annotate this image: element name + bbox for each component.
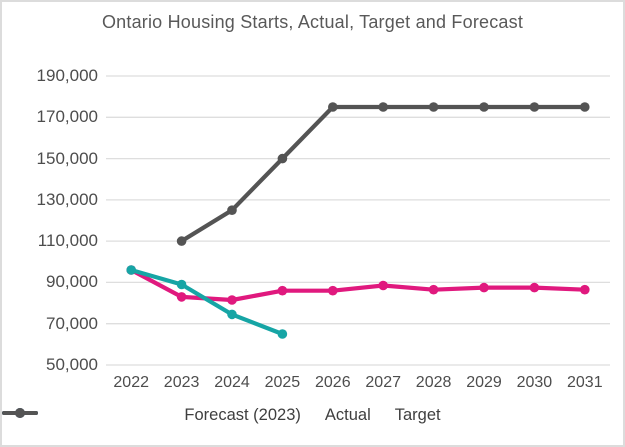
x-tick-label: 2024	[214, 374, 250, 391]
series-marker-actual	[126, 265, 136, 275]
series-marker-forecast-2023	[428, 284, 439, 295]
x-tick-label: 2028	[415, 374, 452, 391]
legend-label-target: Target	[394, 406, 441, 424]
y-tick-label: 90,000	[46, 272, 98, 292]
y-tick-label: 130,000	[36, 189, 98, 209]
series-line-actual	[129, 267, 285, 337]
x-tick-label: 2023	[163, 374, 200, 391]
series-marker-actual	[277, 329, 288, 339]
series-marker-forecast-2023	[176, 292, 187, 302]
chart-legend: Forecast (2023) Actual Target	[2, 406, 623, 425]
x-tick-label: 2022	[113, 374, 149, 391]
series-marker-target	[328, 102, 338, 112]
series-marker-forecast-2023	[479, 282, 489, 293]
series-marker-target	[479, 102, 489, 112]
series-marker-target	[580, 102, 590, 112]
x-tick-label: 2027	[365, 374, 401, 391]
series-marker-target	[277, 153, 288, 164]
series-line-target	[179, 104, 587, 244]
series-marker-target	[378, 102, 389, 112]
series-marker-actual	[227, 309, 237, 320]
chart-title: Ontario Housing Starts, Actual, Target a…	[101, 12, 524, 32]
series-marker-target	[227, 205, 237, 215]
y-tick-label: 110,000	[37, 231, 98, 251]
y-tick-label: 70,000	[46, 313, 98, 333]
series-marker-forecast-2023	[277, 285, 288, 296]
series-marker-forecast-2023	[227, 295, 237, 305]
x-tick-label: 2026	[315, 374, 351, 391]
series-marker-actual	[176, 279, 187, 290]
y-tick-label: 50,000	[46, 355, 98, 374]
series-marker-forecast-2023	[328, 285, 338, 296]
y-tick-label: 170,000	[36, 107, 98, 127]
x-tick-label: 2025	[264, 374, 301, 391]
series-marker-target	[176, 236, 187, 246]
legend-label-actual: Actual	[324, 406, 371, 424]
series-marker-forecast-2023	[378, 280, 389, 291]
x-tick-label: 2029	[466, 374, 502, 391]
series-marker-forecast-2023	[529, 282, 540, 293]
x-tick-label: 2031	[567, 374, 603, 391]
legend-item-forecast-2023: Forecast (2023)	[2, 406, 301, 425]
legend-item-target: Target	[2, 406, 441, 425]
y-tick-label: 150,000	[36, 148, 98, 168]
legend-marker-target	[2, 408, 38, 418]
legend-label-forecast-2023: Forecast (2023)	[184, 406, 301, 424]
x-tick-label: 2030	[516, 374, 553, 391]
y-tick-label: 190,000	[36, 66, 98, 85]
series-marker-target	[428, 102, 439, 112]
series-marker-forecast-2023	[580, 284, 590, 295]
legend-item-actual: Actual	[2, 406, 371, 425]
series-marker-target	[529, 102, 540, 112]
